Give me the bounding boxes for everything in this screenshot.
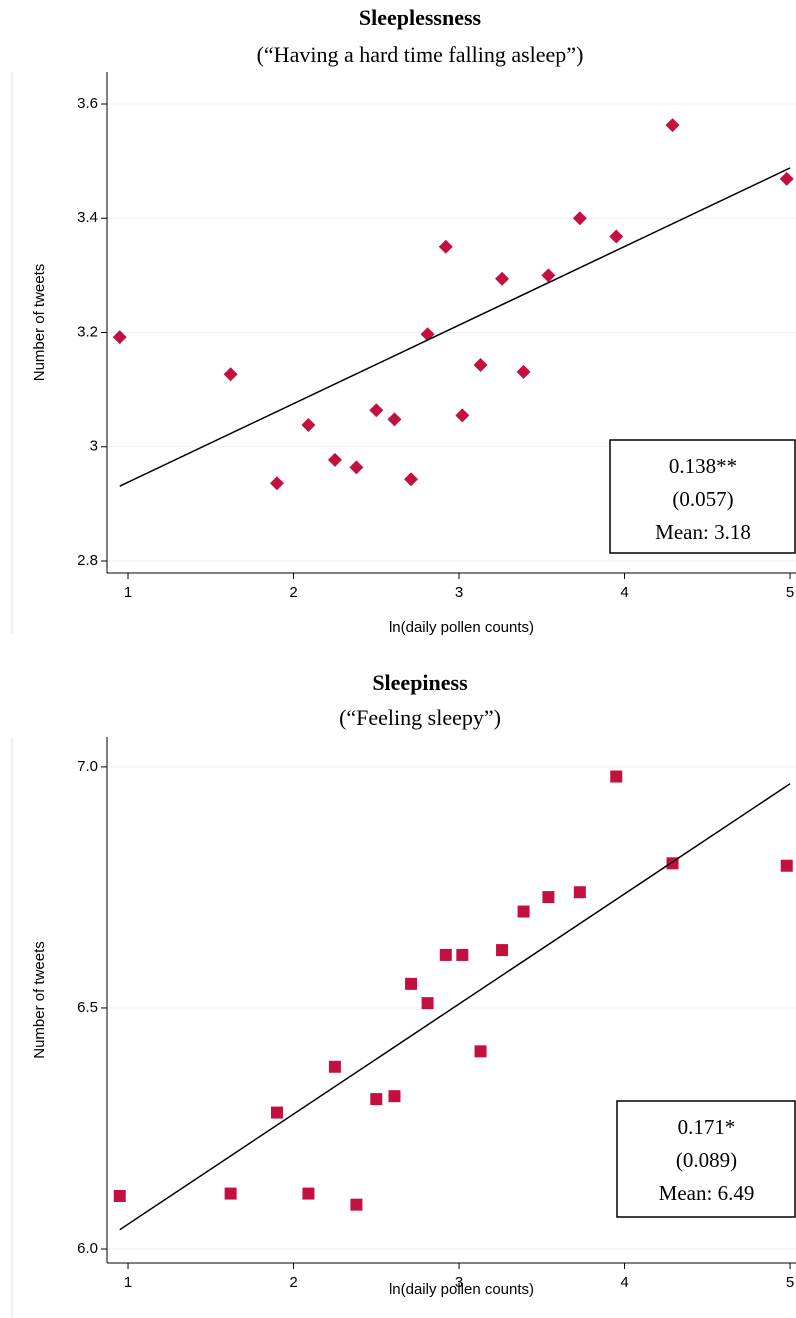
point	[269, 476, 284, 491]
point	[223, 367, 238, 382]
annotation-box	[609, 439, 796, 554]
annotation-text: Mean: 3.18	[655, 520, 751, 544]
point	[609, 229, 624, 244]
chart-subtitle: (“Feeling sleepy”)	[339, 705, 501, 730]
x-axis-label: ln(daily pollen counts)	[389, 1281, 534, 1298]
y-tick-label: 3.2	[77, 323, 98, 340]
x-axis-label: ln(daily pollen counts)	[389, 619, 534, 636]
fit-line	[119, 783, 791, 1231]
point	[474, 1045, 487, 1058]
point	[421, 997, 434, 1010]
point	[405, 977, 418, 990]
point	[404, 472, 419, 487]
annotation-text: 0.138**	[669, 454, 737, 478]
x-tick-label: 1	[124, 1274, 132, 1291]
point	[438, 239, 453, 254]
point	[495, 271, 510, 286]
annotation-text: Mean: 6.49	[659, 1181, 755, 1205]
point	[350, 1198, 363, 1211]
x-tick-label: 3	[455, 584, 463, 601]
chart-subtitle: (“Having a hard time falling asleep”)	[257, 42, 584, 67]
point	[301, 418, 316, 433]
chart-title: Sleepiness	[372, 670, 468, 695]
x-tick-label: 4	[620, 584, 628, 601]
x-tick-label: 2	[289, 1274, 297, 1291]
chart-title: Sleeplessness	[359, 5, 482, 30]
annotation-text: (0.089)	[676, 1148, 737, 1172]
point	[573, 886, 586, 899]
point	[516, 364, 531, 379]
point	[327, 452, 342, 467]
x-tick-label: 4	[620, 1274, 628, 1291]
point	[302, 1187, 315, 1200]
y-tick-label: 6.0	[77, 1240, 98, 1257]
y-tick-label: 2.8	[77, 552, 98, 569]
point	[456, 948, 469, 961]
point	[112, 330, 127, 345]
point	[779, 171, 794, 186]
point	[665, 118, 680, 133]
y-tick-label: 3.4	[77, 209, 98, 226]
point	[572, 211, 587, 226]
point	[780, 859, 793, 872]
y-tick-label: 7.0	[77, 758, 98, 775]
point	[328, 1060, 341, 1073]
y-tick-label: 3	[90, 438, 98, 455]
point	[369, 403, 384, 418]
point	[387, 412, 402, 427]
point	[113, 1189, 126, 1202]
point	[388, 1090, 401, 1103]
point	[517, 905, 530, 918]
x-tick-label: 1	[124, 584, 132, 601]
x-tick-label: 5	[786, 1274, 794, 1291]
point	[439, 948, 452, 961]
point	[455, 408, 470, 423]
fit-line	[119, 167, 791, 487]
point	[370, 1093, 383, 1106]
point	[496, 944, 509, 957]
y-tick-label: 3.6	[77, 95, 98, 112]
point	[420, 327, 435, 342]
point	[270, 1106, 283, 1119]
point	[541, 268, 556, 283]
point	[473, 358, 488, 373]
x-tick-label: 2	[289, 584, 297, 601]
point	[349, 460, 364, 475]
point	[542, 891, 555, 904]
point	[610, 770, 623, 783]
annotation-text: 0.171*	[678, 1115, 736, 1139]
annotation-box	[616, 1100, 796, 1218]
annotation-text: (0.057)	[672, 487, 733, 511]
y-axis-label: Number of tweets	[31, 264, 48, 382]
y-axis-label: Number of tweets	[31, 941, 48, 1059]
x-tick-label: 5	[786, 584, 794, 601]
x-tick-label: 3	[455, 1274, 463, 1291]
y-tick-label: 6.5	[77, 999, 98, 1016]
point	[224, 1187, 237, 1200]
